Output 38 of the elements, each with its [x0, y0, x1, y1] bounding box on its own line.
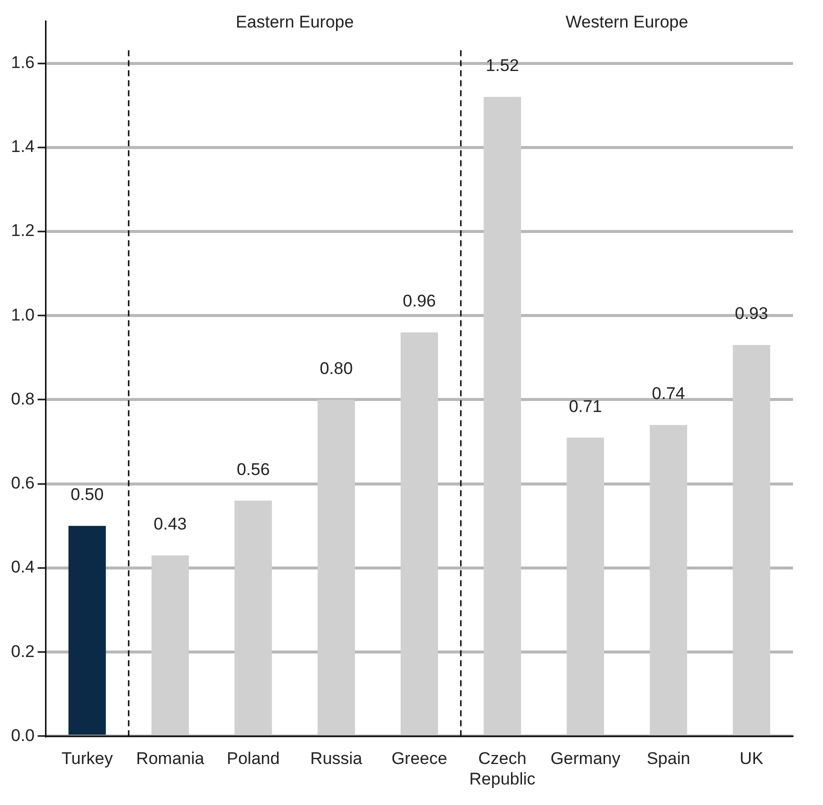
y-tick-label: 1.6 — [10, 52, 35, 72]
data-label: 0.71 — [568, 396, 602, 416]
bar — [68, 526, 106, 735]
bar — [152, 555, 189, 735]
bar — [400, 332, 438, 735]
data-label: 0.43 — [154, 514, 187, 534]
x-tick-label: Czech Republic — [469, 749, 536, 788]
y-tick-label: 0.0 — [10, 726, 35, 745]
x-tick-label: Greece — [391, 749, 448, 768]
bar — [566, 438, 604, 735]
annotation: Eastern Europe — [236, 12, 354, 32]
y-tick-label: 0.8 — [10, 389, 35, 408]
data-label: 0.80 — [320, 358, 353, 378]
bar — [650, 424, 688, 735]
y-tick-label: 0.2 — [10, 642, 35, 661]
data-label: 0.93 — [734, 304, 768, 324]
x-tick-label: Turkey — [61, 749, 114, 768]
bar — [234, 500, 272, 735]
data-label: 0.74 — [652, 384, 685, 404]
bar — [732, 345, 770, 735]
bar — [484, 96, 522, 735]
x-tick-label: Germany — [550, 749, 621, 768]
y-tick-label: 1.0 — [10, 305, 35, 324]
data-label: 1.52 — [486, 56, 519, 76]
y-tick-label: 1.4 — [10, 137, 35, 156]
data-label: 0.50 — [70, 485, 104, 504]
y-tick-label: 1.2 — [10, 221, 35, 240]
x-tick-label: Russia — [310, 749, 363, 768]
data-label: 0.56 — [236, 460, 270, 479]
y-tick-label: 0.6 — [10, 474, 35, 493]
x-tick-label: Spain — [646, 749, 690, 768]
bar — [318, 400, 355, 735]
x-tick-label: Poland — [226, 749, 280, 768]
x-tick-label: Romania — [136, 749, 205, 768]
annotation: Western Europe — [566, 12, 688, 32]
x-tick-label: UK — [740, 749, 764, 768]
y-tick-label: 0.4 — [10, 558, 35, 577]
data-label: 0.96 — [402, 292, 436, 311]
